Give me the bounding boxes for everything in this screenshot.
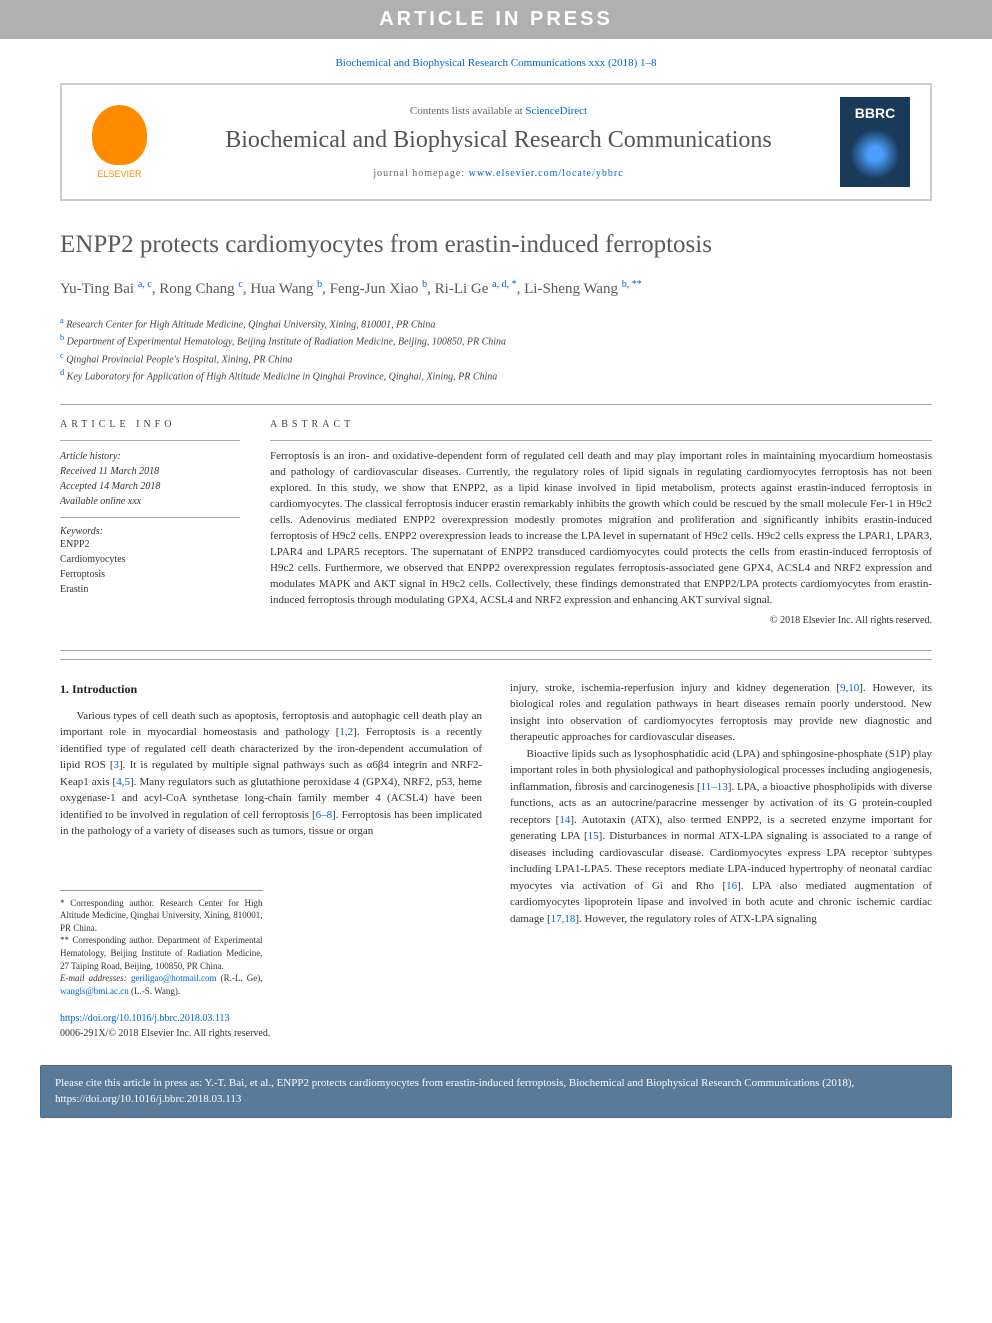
corresponding-author-2: ** Corresponding author. Department of E… — [60, 934, 263, 972]
affiliation-item: d Key Laboratory for Application of High… — [60, 367, 932, 384]
history-label: Article history: — [60, 449, 240, 464]
email-author-2: (L.-S. Wang). — [129, 986, 180, 996]
homepage-link[interactable]: www.elsevier.com/locate/ybbrc — [469, 168, 624, 179]
email-link-1[interactable]: geriligao@hotmail.com — [131, 973, 217, 983]
received-date: Received 11 March 2018 — [60, 464, 240, 479]
author-list: Yu-Ting Bai a, c, Rong Chang c, Hua Wang… — [60, 277, 932, 301]
homepage-prefix: journal homepage: — [373, 168, 468, 179]
affiliation-item: c Qinghai Provincial People's Hospital, … — [60, 350, 932, 367]
abstract-column: ABSTRACT Ferroptosis is an iron- and oxi… — [270, 419, 932, 625]
journal-reference: Biochemical and Biophysical Research Com… — [0, 39, 992, 83]
header-center: Contents lists available at ScienceDirec… — [157, 105, 840, 179]
article-info-column: ARTICLE INFO Article history: Received 1… — [60, 419, 240, 625]
abstract-heading: ABSTRACT — [270, 419, 932, 430]
corresponding-author-footnotes: * Corresponding author. Research Center … — [60, 890, 263, 998]
elsevier-logo: ELSEVIER — [82, 100, 157, 185]
homepage-line: journal homepage: www.elsevier.com/locat… — [177, 168, 820, 179]
body-paragraph: injury, stroke, ischemia-reperfusion inj… — [510, 680, 932, 746]
reference-link[interactable]: 6–8 — [316, 809, 333, 821]
divider — [60, 440, 240, 441]
reference-link[interactable]: 3 — [114, 759, 120, 771]
keyword-item: Erastin — [60, 582, 240, 597]
bbrc-cover-graphic — [850, 129, 900, 179]
doi-link[interactable]: https://doi.org/10.1016/j.bbrc.2018.03.1… — [60, 1013, 229, 1024]
bbrc-cover-image: BBRC — [840, 97, 910, 187]
doi-block: https://doi.org/10.1016/j.bbrc.2018.03.1… — [60, 1011, 482, 1041]
reference-link[interactable]: 16 — [726, 880, 737, 892]
reference-link[interactable]: 14 — [559, 814, 570, 826]
divider — [60, 659, 932, 660]
article-in-press-banner: ARTICLE IN PRESS — [0, 0, 992, 39]
body-column-left: 1. Introduction Various types of cell de… — [60, 680, 482, 1042]
affiliations-list: a Research Center for High Altitude Medi… — [60, 315, 932, 384]
contents-prefix: Contents lists available at — [410, 105, 525, 117]
issn-copyright: 0006-291X/© 2018 Elsevier Inc. All right… — [60, 1026, 482, 1041]
reference-link[interactable]: 17,18 — [551, 913, 576, 925]
info-abstract-row: ARTICLE INFO Article history: Received 1… — [60, 419, 932, 625]
divider — [270, 440, 932, 441]
reference-link[interactable]: 11–13 — [701, 781, 728, 793]
keyword-item: Cardiomyocytes — [60, 552, 240, 567]
affiliation-item: b Department of Experimental Hematology,… — [60, 332, 932, 349]
corresponding-author-1: * Corresponding author. Research Center … — [60, 897, 263, 935]
email-author-1: (R.-L. Ge), — [217, 973, 263, 983]
keywords-list: ENPP2CardiomyocytesFerroptosisErastin — [60, 537, 240, 597]
abstract-copyright: © 2018 Elsevier Inc. All rights reserved… — [270, 615, 932, 626]
article-title: ENPP2 protects cardiomyocytes from erast… — [60, 231, 932, 259]
section-heading-introduction: 1. Introduction — [60, 680, 482, 698]
journal-header-box: ELSEVIER Contents lists available at Sci… — [60, 83, 932, 201]
abstract-text: Ferroptosis is an iron- and oxidative-de… — [270, 449, 932, 608]
affiliation-item: a Research Center for High Altitude Medi… — [60, 315, 932, 332]
citation-box: Please cite this article in press as: Y.… — [40, 1065, 952, 1118]
keyword-item: ENPP2 — [60, 537, 240, 552]
divider — [60, 517, 240, 518]
divider — [60, 404, 932, 405]
reference-link[interactable]: 4,5 — [116, 776, 130, 788]
bbrc-label: BBRC — [855, 105, 895, 121]
reference-link[interactable]: 1,2 — [339, 726, 353, 738]
article-info-heading: ARTICLE INFO — [60, 419, 240, 430]
body-two-columns: 1. Introduction Various types of cell de… — [60, 680, 932, 1042]
journal-title: Biochemical and Biophysical Research Com… — [177, 127, 820, 154]
email-label: E-mail addresses: — [60, 973, 131, 983]
available-date: Available online xxx — [60, 494, 240, 509]
accepted-date: Accepted 14 March 2018 — [60, 479, 240, 494]
elsevier-tree-icon — [92, 105, 147, 165]
keyword-item: Ferroptosis — [60, 567, 240, 582]
reference-link[interactable]: 15 — [588, 830, 599, 842]
divider — [60, 650, 932, 651]
email-link-2[interactable]: wangls@bmi.ac.cn — [60, 986, 129, 996]
reference-link[interactable]: 9,10 — [840, 682, 859, 694]
email-addresses: E-mail addresses: geriligao@hotmail.com … — [60, 972, 263, 997]
body-column-right: injury, stroke, ischemia-reperfusion inj… — [510, 680, 932, 1042]
contents-available-line: Contents lists available at ScienceDirec… — [177, 105, 820, 117]
elsevier-label: ELSEVIER — [97, 169, 141, 179]
body-paragraph: Various types of cell death such as apop… — [60, 708, 482, 840]
body-paragraph: Bioactive lipids such as lysophosphatidi… — [510, 746, 932, 928]
article-history: Article history: Received 11 March 2018 … — [60, 449, 240, 509]
keywords-label: Keywords: — [60, 526, 240, 537]
sciencedirect-link[interactable]: ScienceDirect — [525, 105, 587, 117]
